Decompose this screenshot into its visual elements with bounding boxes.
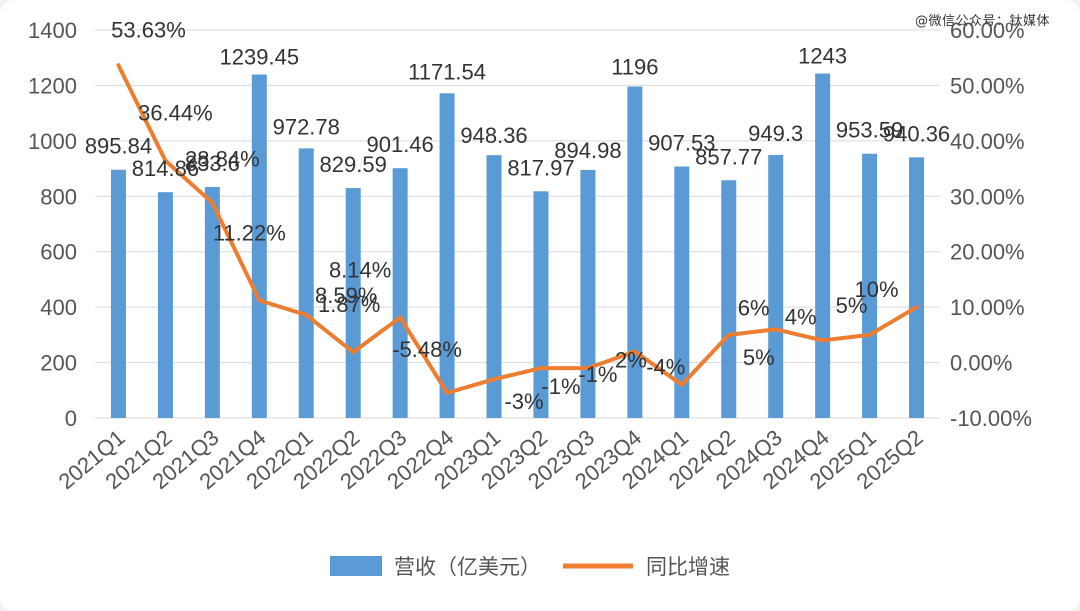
bar (298, 148, 314, 418)
growth-value-label: 5% (836, 293, 868, 318)
legend-bar-label: 营收（亿美元） (394, 556, 541, 579)
bar-value-label: 857.77 (695, 144, 762, 169)
bar (533, 191, 549, 418)
growth-point (773, 327, 778, 332)
bar-value-label: 940.36 (883, 121, 950, 146)
bar-value-label: 1196 (611, 55, 658, 80)
growth-value-label: -4% (646, 355, 685, 380)
growth-point (351, 350, 356, 355)
bar (345, 188, 361, 418)
growth-point (726, 332, 731, 337)
bar (204, 186, 220, 418)
growth-point (914, 305, 919, 310)
bar-value-label: 833.6 (185, 151, 240, 176)
bar-value-label: 1243 (798, 44, 847, 69)
bar-value-label: 972.78 (273, 114, 340, 139)
bar (439, 93, 455, 419)
growth-value-label: 5% (743, 345, 775, 370)
legend-line-label: 同比增速 (646, 556, 730, 579)
bar-value-label: 907.53 (648, 130, 715, 155)
growth-point (116, 63, 121, 68)
growth-point (585, 366, 590, 371)
growth-value-label: 8.59% (315, 283, 377, 308)
growth-value-label: 10% (855, 277, 899, 302)
bar (627, 86, 643, 418)
y-right-tick-label: 0.00% (950, 351, 1012, 376)
y-left-tick-label: 600 (40, 240, 77, 265)
y-right-tick-label: 30.00% (950, 184, 1025, 209)
y-right-tick-label: 20.00% (950, 240, 1025, 265)
growth-value-label: 28.84% (185, 147, 260, 172)
bar (486, 155, 502, 418)
growth-value-label: -3% (504, 389, 543, 414)
growth-point (398, 315, 403, 320)
bar-value-label: 1171.54 (408, 59, 486, 84)
bar (815, 73, 831, 419)
bar (110, 169, 126, 418)
growth-point (445, 390, 450, 395)
bar (392, 168, 408, 418)
bar (862, 153, 878, 418)
bar (909, 157, 925, 419)
growth-value-label: -5.48% (392, 337, 462, 362)
bar-value-label: 901.46 (366, 132, 433, 157)
bar-value-label: 894.98 (554, 138, 621, 163)
growth-point (820, 338, 825, 343)
bar-value-label: 953.59 (836, 118, 903, 143)
legend-bar-swatch (330, 556, 382, 576)
growth-value-label: 36.44% (138, 101, 213, 126)
bar (674, 166, 690, 418)
growth-value-label: 53.63% (111, 17, 186, 42)
bar (768, 154, 784, 419)
growth-value-label: 1.87% (318, 292, 380, 317)
y-left-tick-label: 800 (40, 184, 77, 209)
bar-value-label: 948.36 (460, 123, 527, 148)
growth-value-label: 8.14% (329, 257, 391, 282)
growth-point (538, 366, 543, 371)
bar (251, 74, 267, 418)
bar-value-label: 1239.45 (220, 44, 300, 69)
growth-point (867, 332, 872, 337)
bar-value-label: 895.84 (85, 134, 152, 159)
y-left-tick-label: 400 (40, 295, 77, 320)
growth-point (210, 200, 215, 205)
growth-point (257, 298, 262, 303)
y-left-tick-label: 1400 (28, 18, 77, 43)
growth-point (304, 312, 309, 317)
y-right-tick-label: 60.00% (950, 18, 1025, 43)
y-right-tick-label: -10.00% (950, 406, 1032, 431)
growth-value-label: -1% (541, 374, 580, 399)
y-left-tick-label: 0 (65, 406, 77, 431)
growth-value-label: 11.22% (213, 220, 286, 245)
growth-point (163, 158, 168, 163)
bar-value-label: 949.3 (748, 121, 803, 146)
growth-value-label: 4% (785, 304, 817, 329)
y-left-tick-label: 1200 (28, 73, 77, 98)
growth-value-label: -1% (578, 362, 617, 387)
bar-value-label: 817.97 (507, 155, 574, 180)
bar-value-label: 829.59 (320, 152, 387, 177)
bar (721, 180, 737, 418)
growth-value-label: 2% (615, 347, 647, 372)
bar (580, 169, 596, 418)
growth-point (492, 377, 497, 382)
growth-point (679, 382, 684, 387)
bar (157, 192, 173, 418)
y-right-tick-label: 40.00% (950, 129, 1025, 154)
y-left-tick-label: 200 (40, 351, 77, 376)
growth-value-label: 6% (738, 295, 770, 320)
y-right-tick-label: 10.00% (950, 295, 1025, 320)
y-left-tick-label: 1000 (28, 129, 77, 154)
y-right-tick-label: 50.00% (950, 73, 1025, 98)
growth-line (116, 63, 919, 395)
growth-point (632, 349, 637, 354)
watermark: @微信公众号：钛媒体 (914, 14, 1050, 29)
bar-value-label: 814.86 (132, 156, 199, 181)
